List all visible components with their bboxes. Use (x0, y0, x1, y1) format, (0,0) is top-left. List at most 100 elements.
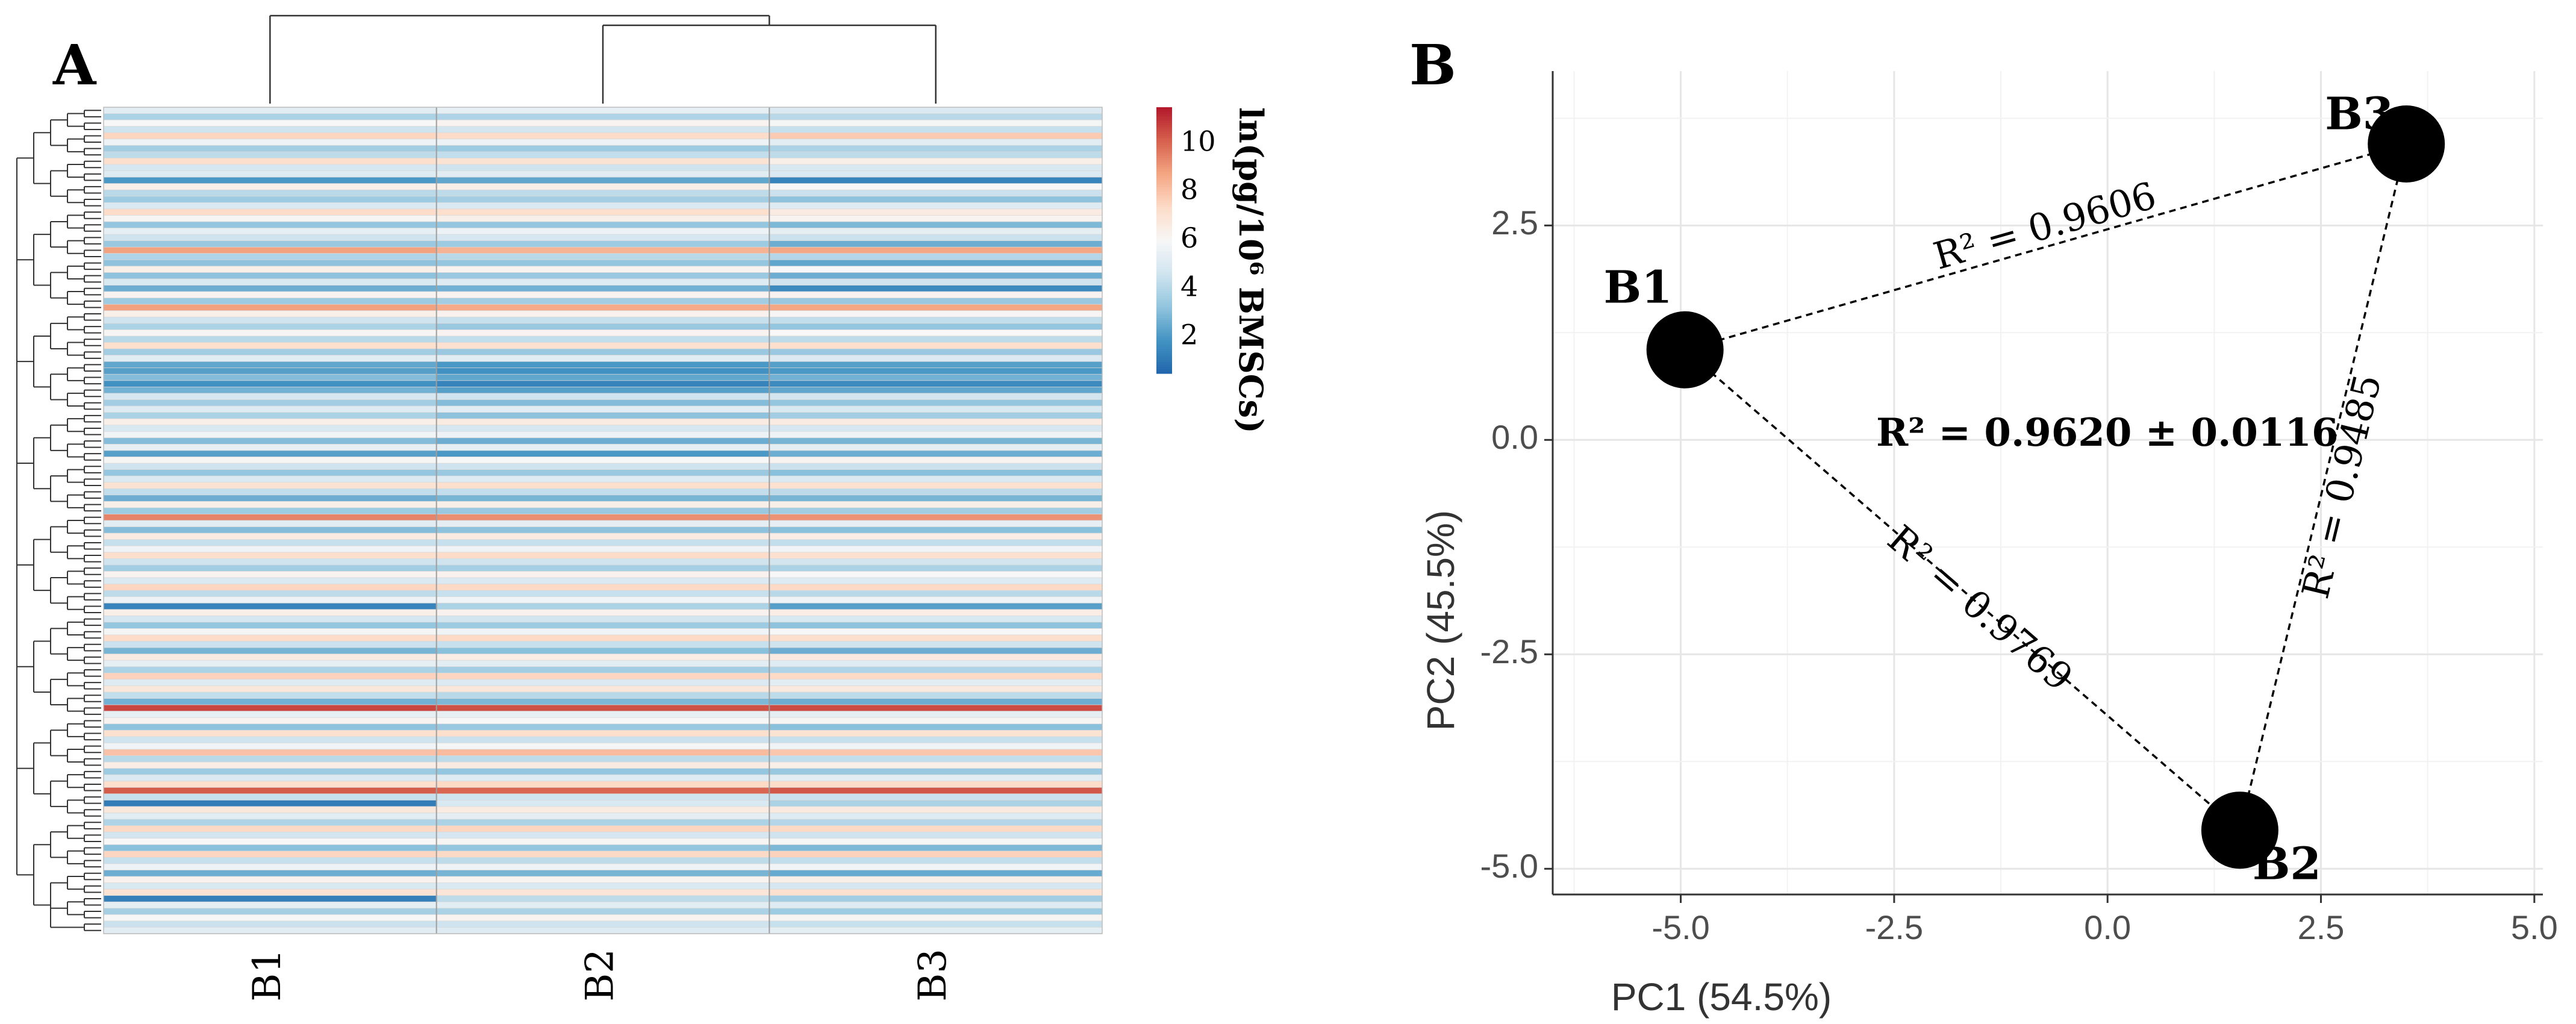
heatmap-cell (436, 266, 770, 273)
color-scale-segment (1156, 184, 1172, 188)
heatmap-cell (103, 819, 437, 826)
heatmap-cell (769, 545, 1103, 553)
heatmap-cell (103, 634, 437, 642)
heatmap-cell (436, 602, 770, 610)
color-scale-segment (1156, 164, 1172, 168)
heatmap-cell (436, 641, 770, 648)
heatmap-cell (103, 520, 437, 528)
heatmap-cell (103, 863, 437, 871)
color-scale-segment (1156, 151, 1172, 154)
color-scale-segment (1156, 366, 1172, 370)
color-scale-segment (1156, 134, 1172, 137)
heatmap-cell (436, 304, 770, 311)
heatmap-cell (103, 704, 437, 712)
y-tick-label: 0.0 (1491, 418, 1538, 456)
heatmap-cell (103, 507, 437, 515)
heatmap-cell (769, 679, 1103, 687)
heatmap-cell (103, 641, 437, 648)
heatmap-cell (769, 895, 1103, 903)
heatmap-cell (769, 927, 1103, 934)
color-scale-segment (1156, 176, 1172, 179)
heatmap-cell (436, 838, 770, 846)
y-tick-label: 2.5 (1491, 204, 1538, 242)
heatmap-cell (769, 914, 1103, 922)
heatmap-cell (769, 799, 1103, 807)
heatmap-cell (769, 749, 1103, 757)
heatmap-cell (436, 615, 770, 623)
heatmap-cell (769, 863, 1103, 871)
heatmap-cell (769, 348, 1103, 356)
color-scale-segment (1156, 251, 1172, 254)
heatmap-cell (103, 857, 437, 864)
heatmap-cell (769, 768, 1103, 775)
heatmap-cell (769, 717, 1103, 725)
color-scale-segment (1156, 245, 1172, 248)
color-scale-segment (1156, 231, 1172, 234)
color-scale-segment (1156, 193, 1172, 196)
heatmap-cell (436, 367, 770, 375)
color-scale-segment (1156, 120, 1172, 123)
color-scale-segment (1156, 122, 1172, 126)
heatmap-cell (769, 520, 1103, 528)
heatmap-cell (769, 113, 1103, 120)
color-scale-segment (1156, 304, 1172, 308)
color-scale-segment (1156, 118, 1172, 121)
heatmap-cell (769, 469, 1103, 476)
color-scale-segment (1156, 296, 1172, 299)
heatmap-cell (436, 361, 770, 369)
heatmap-cell (103, 463, 437, 470)
heatmap-cell (769, 876, 1103, 884)
heatmap-cell (103, 418, 437, 426)
heatmap-cell (769, 609, 1103, 617)
heatmap-cell (769, 634, 1103, 642)
color-scale-segment (1156, 258, 1172, 261)
heatmap-cell (436, 221, 770, 229)
heatmap-cell (103, 139, 437, 146)
heatmap-cell (103, 355, 437, 362)
color-scale-segment (1156, 202, 1172, 205)
color-scale-segment (1156, 198, 1172, 201)
color-scale-segment (1156, 322, 1172, 325)
heatmap-cell (103, 825, 437, 832)
heatmap-cell (769, 831, 1103, 839)
color-scale-segment (1156, 336, 1172, 339)
heatmap-cell (103, 316, 437, 324)
color-scale-segment (1156, 249, 1172, 252)
pca-point-label: B2 (2253, 838, 2321, 890)
heatmap-cell (769, 126, 1103, 134)
heatmap-cell (436, 507, 770, 515)
heatmap-cell (769, 266, 1103, 273)
heatmap-cell (769, 443, 1103, 451)
color-scale-segment (1156, 311, 1172, 314)
heatmap-cell (103, 380, 437, 388)
heatmap-cell (436, 717, 770, 725)
heatmap-cell (436, 418, 770, 426)
color-scale-legend: 2 4 6 8 10 ln(pg/10⁶ BMSCs) (1156, 107, 1270, 434)
color-scale-segment (1156, 200, 1172, 203)
heatmap-cell (436, 685, 770, 693)
heatmap-cell (103, 298, 437, 305)
color-scale-segment (1156, 289, 1172, 292)
pca-point (2368, 105, 2445, 183)
heatmap-cell (769, 882, 1103, 890)
heatmap-cell (436, 196, 770, 204)
color-scale-segment (1156, 205, 1172, 208)
heatmap-cell (436, 901, 770, 909)
heatmap-cell (436, 399, 770, 407)
heatmap-cell (769, 908, 1103, 916)
heatmap-cell (436, 532, 770, 540)
heatmap-cell (103, 132, 437, 140)
heatmap-cell (103, 526, 437, 534)
heatmap-cell (769, 176, 1103, 184)
heatmap-cell (769, 844, 1103, 852)
heatmap-cell (103, 482, 437, 490)
heatmap-cell (436, 539, 770, 547)
color-scale-segment (1156, 142, 1172, 146)
heatmap-cell (769, 571, 1103, 578)
heatmap-cell (436, 806, 770, 814)
heatmap-cell (769, 698, 1103, 705)
heatmap-cell (103, 577, 437, 585)
heatmap-cell (769, 641, 1103, 648)
heatmap-cell (769, 838, 1103, 846)
color-scale-segment (1156, 358, 1172, 361)
